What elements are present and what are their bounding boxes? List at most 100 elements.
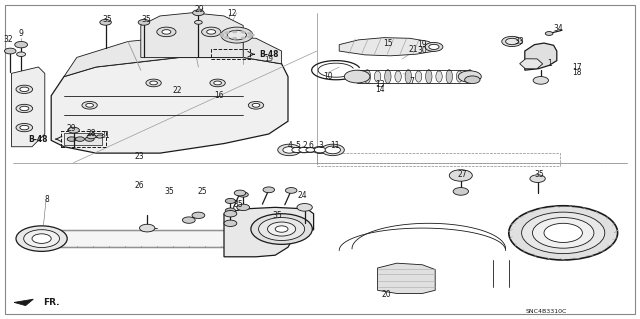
Circle shape	[207, 30, 216, 34]
Text: 28: 28	[87, 129, 96, 138]
Circle shape	[502, 36, 522, 47]
Circle shape	[248, 101, 264, 109]
Text: 12: 12	[227, 9, 236, 18]
Text: 13: 13	[374, 80, 385, 89]
Text: 24: 24	[297, 191, 307, 200]
Circle shape	[285, 188, 297, 193]
Text: 10: 10	[323, 72, 333, 81]
Polygon shape	[525, 43, 557, 70]
Text: 33: 33	[515, 37, 525, 46]
Polygon shape	[64, 35, 282, 77]
Text: 35: 35	[102, 15, 112, 24]
Circle shape	[150, 81, 157, 85]
Circle shape	[237, 204, 250, 211]
Circle shape	[298, 147, 310, 153]
Ellipse shape	[436, 71, 442, 82]
Circle shape	[140, 224, 155, 232]
Text: 14: 14	[374, 85, 385, 94]
Ellipse shape	[395, 71, 401, 82]
Ellipse shape	[405, 70, 412, 84]
Circle shape	[283, 147, 296, 153]
Circle shape	[292, 147, 302, 152]
Text: 7: 7	[409, 77, 414, 86]
Circle shape	[202, 27, 221, 37]
Text: SNC4B3310C: SNC4B3310C	[526, 309, 568, 315]
Bar	[64, 133, 102, 145]
Text: 2: 2	[302, 141, 307, 150]
Circle shape	[193, 10, 204, 16]
Text: 35: 35	[272, 211, 282, 220]
Text: 20: 20	[381, 290, 391, 299]
Text: 32: 32	[3, 35, 13, 44]
Circle shape	[16, 104, 33, 113]
Text: 11: 11	[330, 141, 339, 150]
Polygon shape	[339, 38, 435, 56]
Circle shape	[250, 34, 254, 36]
Circle shape	[16, 85, 33, 93]
Circle shape	[275, 226, 288, 232]
Bar	[317, 153, 560, 166]
Circle shape	[220, 33, 224, 35]
Bar	[211, 49, 250, 59]
Text: 5: 5	[295, 141, 300, 150]
Text: B-48: B-48	[29, 135, 48, 144]
Text: 16: 16	[214, 91, 224, 100]
Circle shape	[453, 188, 468, 195]
Text: 29: 29	[195, 5, 205, 14]
Circle shape	[195, 20, 202, 24]
Circle shape	[17, 52, 26, 56]
Circle shape	[67, 137, 76, 141]
Circle shape	[68, 127, 79, 133]
Circle shape	[224, 211, 237, 217]
Circle shape	[85, 137, 94, 141]
Circle shape	[506, 38, 518, 45]
Circle shape	[15, 41, 28, 48]
Text: FR.: FR.	[44, 298, 60, 307]
Circle shape	[314, 147, 326, 153]
Text: 19: 19	[264, 56, 273, 62]
Text: 8: 8	[44, 195, 49, 204]
Bar	[45, 230, 250, 247]
Circle shape	[20, 106, 29, 111]
Circle shape	[227, 30, 246, 40]
Ellipse shape	[446, 70, 452, 84]
Circle shape	[16, 226, 67, 251]
Circle shape	[210, 79, 225, 87]
Circle shape	[263, 187, 275, 193]
Circle shape	[97, 135, 103, 138]
Circle shape	[321, 144, 344, 156]
Circle shape	[278, 144, 301, 156]
Text: B-48: B-48	[259, 50, 278, 59]
Ellipse shape	[385, 70, 391, 84]
Text: 6: 6	[308, 141, 314, 150]
Circle shape	[182, 217, 195, 223]
Ellipse shape	[456, 71, 463, 82]
Text: 31: 31	[100, 131, 111, 140]
Circle shape	[221, 27, 253, 43]
Circle shape	[4, 48, 16, 54]
Circle shape	[259, 218, 305, 241]
Bar	[61, 131, 106, 147]
Circle shape	[465, 76, 480, 84]
Text: 19: 19	[417, 40, 428, 49]
Circle shape	[20, 125, 29, 130]
Ellipse shape	[415, 71, 422, 82]
Circle shape	[225, 208, 236, 213]
Text: 25: 25	[197, 187, 207, 196]
Circle shape	[233, 31, 237, 33]
Text: 22: 22	[173, 86, 182, 95]
Circle shape	[87, 134, 96, 139]
Circle shape	[234, 190, 246, 196]
Circle shape	[306, 148, 315, 152]
Circle shape	[449, 170, 472, 181]
Circle shape	[425, 42, 443, 51]
Text: 35: 35	[164, 187, 175, 196]
Ellipse shape	[467, 70, 473, 84]
Circle shape	[241, 31, 245, 33]
Ellipse shape	[426, 70, 432, 84]
Ellipse shape	[354, 71, 360, 82]
Text: 4: 4	[288, 141, 293, 150]
Circle shape	[248, 36, 252, 38]
Circle shape	[225, 32, 228, 33]
Circle shape	[458, 71, 481, 82]
